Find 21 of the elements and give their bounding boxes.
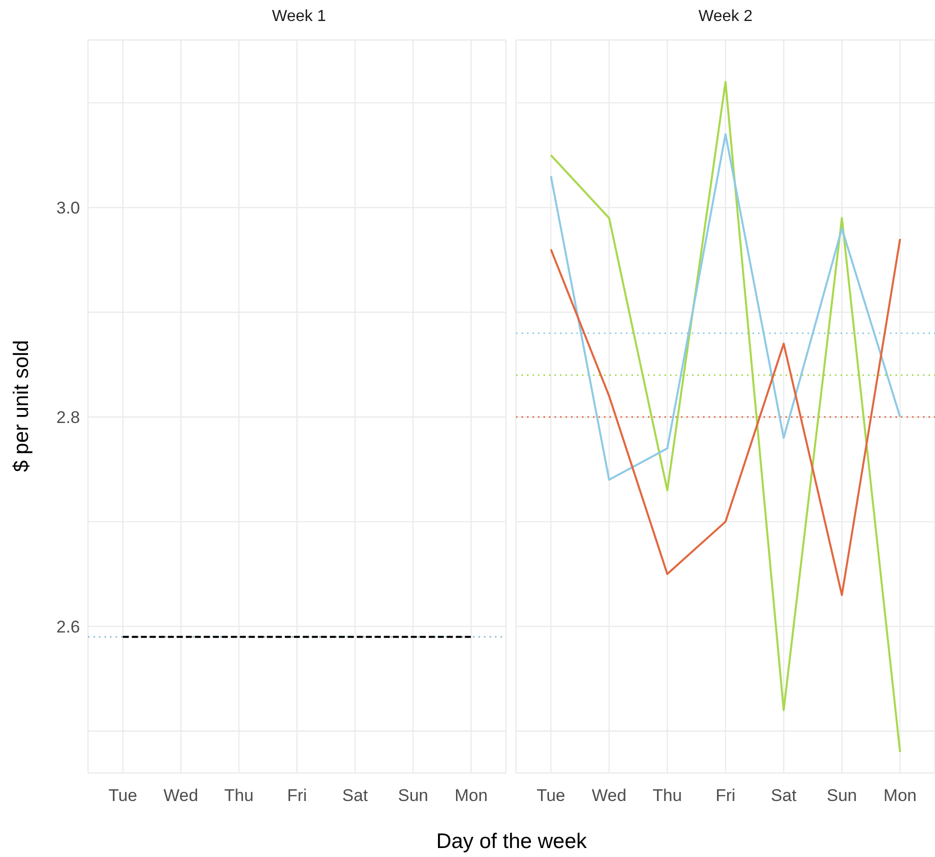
x-tick-label: Sat xyxy=(342,786,368,806)
x-tick-label: Fri xyxy=(287,786,307,806)
x-tick-label: Tue xyxy=(108,786,138,806)
x-tick-label: Thu xyxy=(652,786,682,806)
y-tick-label: 2.8 xyxy=(56,408,80,428)
x-tick-label: Sun xyxy=(826,786,858,806)
x-tick-label: Wed xyxy=(592,786,626,806)
x-tick-label: Sun xyxy=(398,786,428,806)
x-tick-label: Tue xyxy=(536,786,566,806)
x-tick-label: Wed xyxy=(164,786,198,806)
x-tick-label: Thu xyxy=(224,786,254,806)
chart-title: Week 2 xyxy=(698,8,754,26)
x-tick-label: Mon xyxy=(454,786,488,806)
x-tick-label: Mon xyxy=(884,786,917,806)
x-axis-title: Day of the week xyxy=(435,830,588,854)
chart-title: Week 1 xyxy=(271,8,327,26)
y-axis-title: $ per unit sold xyxy=(10,340,34,472)
x-tick-label: Sat xyxy=(770,786,797,806)
x-tick-label: Fri xyxy=(716,786,736,806)
y-tick-label: 3.0 xyxy=(56,198,80,218)
y-tick-label: 2.6 xyxy=(56,617,80,636)
